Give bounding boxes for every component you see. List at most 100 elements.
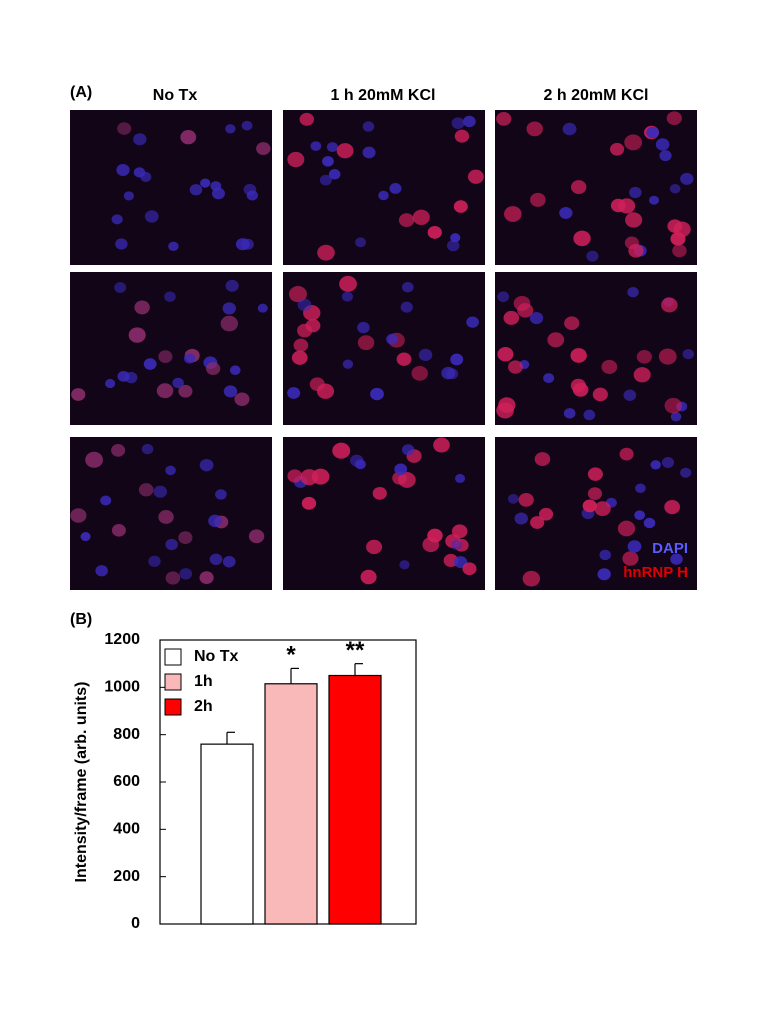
nucleus [116,164,130,176]
legend-label: 1h [194,673,213,690]
y-tick-label: 0 [131,915,140,932]
nucleus [562,122,577,136]
stain-label: hnRNP H [623,564,688,581]
nucleus [627,540,642,553]
nucleus [199,571,214,584]
nucleus [650,460,661,470]
nucleus [669,183,681,194]
legend-swatch [164,648,182,666]
nucleus [164,291,176,302]
y-tick-label: 1000 [104,679,140,696]
nucleus [646,126,659,139]
nucleus [208,514,222,528]
nucleus [235,238,250,251]
nucleus [655,138,670,151]
nucleus [172,377,184,389]
nucleus [462,562,477,576]
micrograph [495,110,697,265]
nucleus [138,483,154,497]
y-tick-label: 400 [113,821,140,838]
nucleus [412,209,430,225]
nucleus [134,300,150,315]
nucleus [111,214,123,225]
stain-label: DAPI [652,540,688,557]
nucleus [670,553,683,565]
nucleus [446,240,460,252]
nucleus [508,360,523,374]
y-tick-label: 600 [113,773,140,790]
nucleus [450,233,461,243]
nucleus [622,551,639,566]
nucleus [538,507,554,521]
nucleus [178,531,193,544]
nucleus [526,121,543,137]
nucleus [234,392,250,406]
nucleus [534,452,551,467]
nucleus [394,463,408,476]
nucleus [636,349,652,364]
nucleus [291,350,308,365]
nucleus [670,232,686,246]
nucleus [583,409,596,421]
nucleus [206,362,221,376]
nucleus [658,348,677,365]
nucleus [643,517,656,529]
nucleus [366,539,383,555]
bar [328,674,382,925]
nucleus [582,499,597,513]
nucleus [71,388,86,401]
nucleus [496,402,514,419]
nucleus [165,538,178,551]
nucleus [105,378,116,389]
nucleus [496,111,512,126]
nucleus [517,303,534,318]
nucleus [451,117,465,129]
nucleus [530,516,545,529]
nucleus [215,489,227,500]
nucleus [619,447,634,461]
nucleus [396,352,412,366]
nucleus [563,408,576,419]
nucleus [128,327,146,343]
nucleus [399,560,410,570]
nucleus [225,279,239,292]
column-header: No Tx [153,87,198,104]
legend-swatch [164,698,182,716]
column-header: 2 h 20mM KCl [544,87,649,104]
nucleus [133,133,147,146]
nucleus [111,524,126,537]
nucleus [311,468,330,485]
nucleus [547,332,565,348]
micrographs [70,110,697,590]
nucleus [564,316,580,331]
nucleus [427,225,442,239]
nucleus [522,570,541,587]
nucleus [497,291,510,303]
micrograph [283,272,485,425]
nucleus [450,353,464,366]
panel-label: (B) [70,611,92,628]
nucleus [594,501,611,516]
nucleus [617,520,636,537]
nucleus [610,198,626,213]
column-header: 1 h 20mM KCl [331,87,436,104]
legend-swatch [164,673,182,691]
nucleus [629,186,642,199]
y-axis-label: Intensity/frame (arb. units) [73,682,90,883]
nucleus [357,335,375,351]
nucleus [389,182,402,194]
panel-label: (A) [70,84,92,101]
nucleus [386,333,399,345]
nucleus [402,281,414,293]
nucleus [80,531,91,542]
nucleus [222,556,236,568]
nucleus [117,370,130,382]
nucleus [362,146,376,159]
nucleus [625,212,643,228]
nucleus [257,303,268,313]
nucleus [189,184,203,196]
nucleus [95,565,108,577]
nucleus [571,180,587,195]
nucleus [148,555,161,567]
